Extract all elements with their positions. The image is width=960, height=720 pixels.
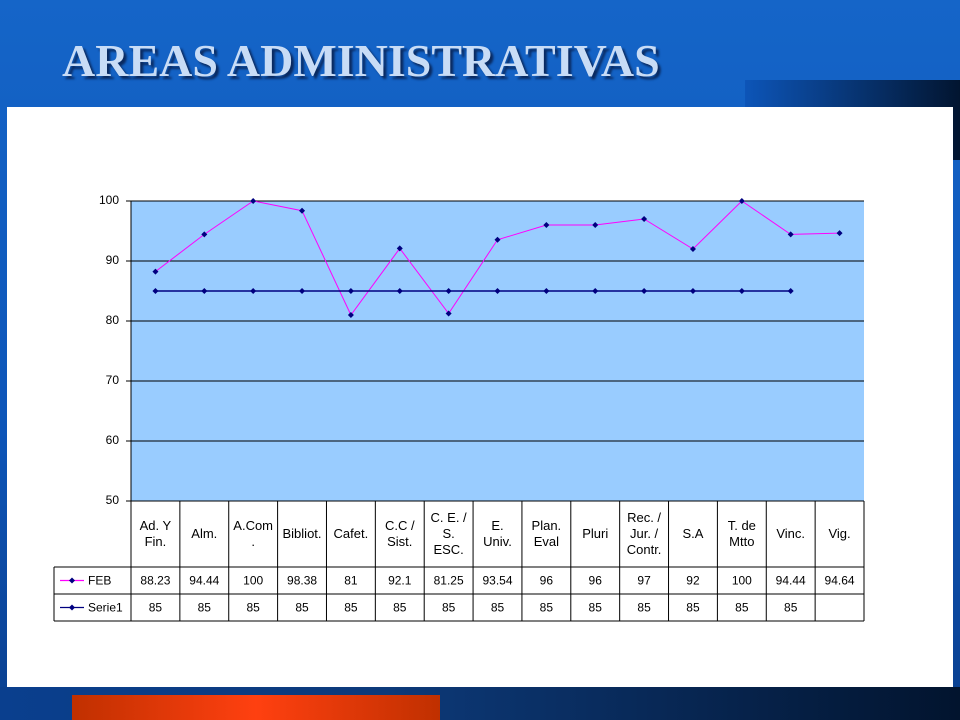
category-label: Bibliot. xyxy=(282,526,322,541)
marker xyxy=(299,288,306,294)
table-value: 85 xyxy=(344,601,358,615)
table-value: 94.44 xyxy=(776,574,806,588)
marker xyxy=(592,222,599,228)
marker xyxy=(396,288,403,294)
category-label: Vig. xyxy=(828,526,851,541)
table-value: 85 xyxy=(246,601,260,615)
table-value: 92 xyxy=(686,574,700,588)
table-value: 85 xyxy=(784,601,798,615)
category-label: T. de Mtto xyxy=(727,518,756,549)
marker xyxy=(641,288,648,294)
marker xyxy=(494,236,501,243)
table-value: 85 xyxy=(393,601,407,615)
legend-label: Serie1 xyxy=(88,601,123,615)
category-label: E. Univ. xyxy=(483,518,512,549)
marker xyxy=(738,198,745,204)
y-tick-label: 50 xyxy=(106,493,120,507)
marker xyxy=(347,312,354,318)
marker xyxy=(152,288,159,294)
table-value: 85 xyxy=(540,601,554,615)
category-label: A.Com . xyxy=(233,518,274,549)
table-value: 98.38 xyxy=(287,574,317,588)
marker xyxy=(445,288,452,294)
category-label: C.C / Sist. xyxy=(384,518,415,549)
table-value: 85 xyxy=(589,601,603,615)
marker xyxy=(836,230,843,237)
y-tick-label: 60 xyxy=(106,433,120,447)
y-tick-label: 100 xyxy=(99,193,119,207)
marker xyxy=(250,198,257,204)
category-label: Pluri xyxy=(582,526,609,541)
slide-title: AREAS ADMINISTRATIVAS xyxy=(62,35,660,86)
category-label: Plan. Eval xyxy=(531,518,562,549)
table-value: 94.64 xyxy=(825,574,855,588)
category-label: S.A xyxy=(682,526,704,541)
table-value: 100 xyxy=(243,574,263,588)
marker xyxy=(69,604,75,611)
plot-area xyxy=(131,201,864,501)
table-value: 85 xyxy=(491,601,505,615)
y-tick-label: 90 xyxy=(106,253,120,267)
category-label: Cafet. xyxy=(333,526,369,541)
table-value: 85 xyxy=(686,601,700,615)
y-tick-label: 80 xyxy=(106,313,120,327)
marker xyxy=(738,288,745,294)
table-value: 100 xyxy=(732,574,752,588)
category-label: C. E. / S. ESC. xyxy=(430,510,467,557)
table-value: 88.23 xyxy=(140,574,170,588)
table-value: 93.54 xyxy=(482,574,512,588)
table-value: 85 xyxy=(735,601,749,615)
marker xyxy=(689,246,696,252)
table-value: 85 xyxy=(295,601,309,615)
marker xyxy=(201,288,208,294)
marker xyxy=(494,288,501,294)
marker xyxy=(543,288,550,294)
marker xyxy=(152,268,159,275)
marker xyxy=(250,288,257,294)
marker xyxy=(201,231,208,238)
table-value: 85 xyxy=(637,601,651,615)
marker xyxy=(689,288,696,294)
marker xyxy=(787,231,794,238)
marker xyxy=(445,310,452,317)
table-value: 85 xyxy=(149,601,163,615)
marker xyxy=(299,207,306,214)
table-value: 96 xyxy=(540,574,554,588)
marker xyxy=(69,577,75,584)
table-value: 81.25 xyxy=(434,574,464,588)
marker xyxy=(543,222,550,228)
y-tick-label: 70 xyxy=(106,373,120,387)
table-value: 92.1 xyxy=(388,574,412,588)
footer-accent xyxy=(72,695,440,720)
table-value: 85 xyxy=(442,601,456,615)
category-label: Alm. xyxy=(191,526,218,541)
table-value: 97 xyxy=(637,574,651,588)
category-label: Rec. / Jur. / Contr. xyxy=(626,510,662,557)
table-value: 85 xyxy=(198,601,212,615)
table-value: 81 xyxy=(344,574,358,588)
category-label: Vinc. xyxy=(776,526,806,541)
category-label: Ad. Y Fin. xyxy=(139,518,172,549)
legend-label: FEB xyxy=(88,574,111,588)
marker xyxy=(641,216,648,222)
marker xyxy=(347,288,354,294)
table-value: 96 xyxy=(589,574,603,588)
marker xyxy=(787,288,794,294)
marker xyxy=(396,245,403,252)
marker xyxy=(592,288,599,294)
table-value: 94.44 xyxy=(189,574,219,588)
